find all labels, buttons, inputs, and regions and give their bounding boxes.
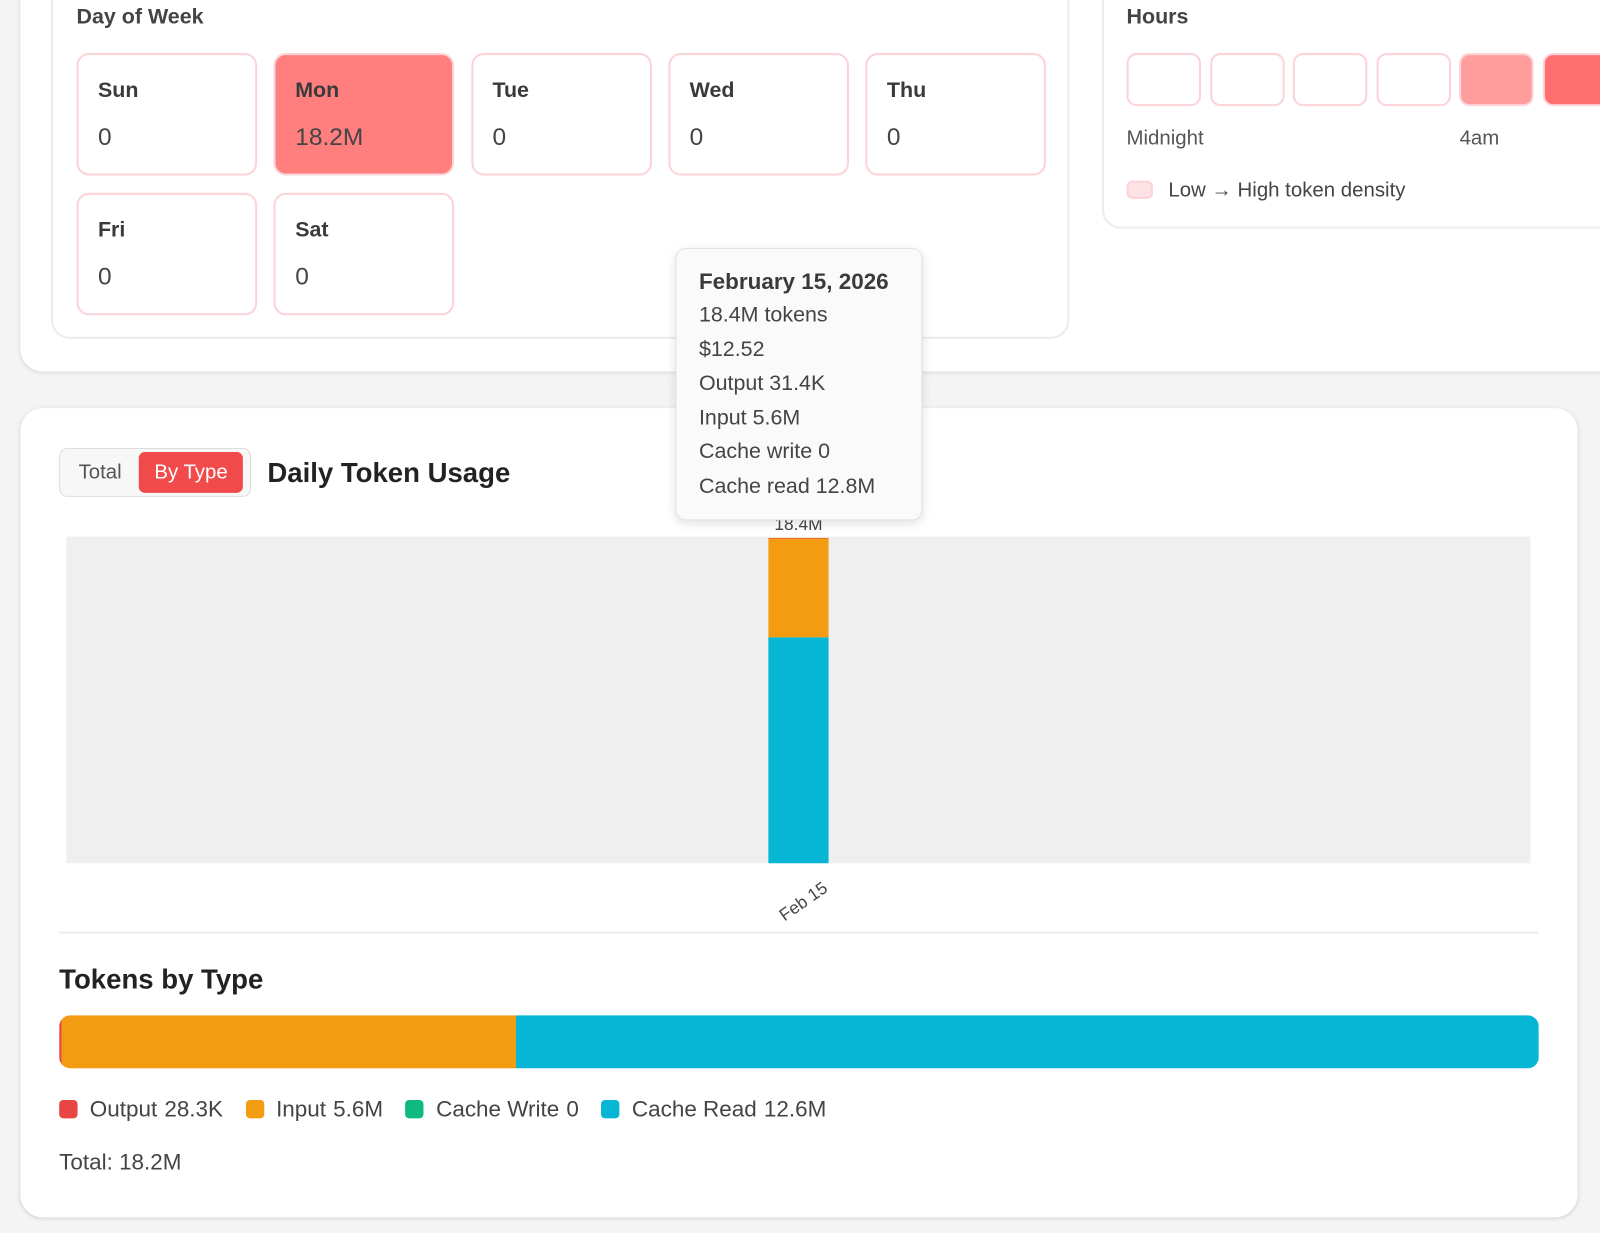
hour-cell xyxy=(1209,53,1285,107)
day-value: 0 xyxy=(97,123,112,152)
legend-value: 12.6M xyxy=(763,1095,827,1122)
day-of-week-card xyxy=(51,0,1070,339)
legend-value: 28.3K xyxy=(164,1095,224,1122)
tooltip-line: Cache write 0 xyxy=(698,440,830,464)
section-title: Hours xyxy=(1126,5,1189,29)
day-name: Wed xyxy=(689,78,735,103)
legend: Output 28.3K Input 5.6M Cache Write 0 Cache Re… xyxy=(59,1096,826,1123)
tooltip xyxy=(675,247,923,521)
hour-label: 4am xyxy=(1459,127,1500,150)
bar-segment xyxy=(768,538,829,638)
day-value: 0 xyxy=(295,263,309,291)
x-tick-label: Feb 15 xyxy=(775,878,831,925)
day-name: Fri xyxy=(97,218,126,242)
legend-name: Cache Write xyxy=(436,1095,560,1122)
hour-label: Midnight xyxy=(1126,127,1204,150)
chart-title: Daily Token Usage xyxy=(267,457,511,489)
section-title: Day of Week xyxy=(76,5,204,29)
legend-swatch xyxy=(245,1099,264,1119)
day-value: 0 xyxy=(689,123,704,152)
toggle-option[interactable]: By Type xyxy=(139,452,244,493)
view-toggle: Total By Type xyxy=(59,447,252,497)
legend-name: Output xyxy=(89,1095,158,1122)
day-cell xyxy=(76,192,258,316)
legend-swatch xyxy=(1126,180,1154,199)
tooltip-line: 18.4M tokens xyxy=(698,303,828,327)
hour-cell xyxy=(1542,53,1600,107)
type-segment xyxy=(516,1015,1539,1069)
day-name: Tue xyxy=(492,78,529,103)
tooltip-line: Output 31.4K xyxy=(698,371,826,396)
type-segment xyxy=(61,1015,517,1069)
legend-swatch xyxy=(405,1099,424,1119)
hour-cell xyxy=(1126,53,1202,107)
toggle-option[interactable]: Total xyxy=(78,461,122,484)
day-value: 18.2M xyxy=(295,123,364,152)
legend-swatch xyxy=(601,1099,620,1119)
day-name: Mon xyxy=(295,78,340,103)
legend-value: 5.6M xyxy=(333,1095,384,1122)
day-value: 0 xyxy=(97,263,112,291)
day-cell xyxy=(273,53,455,176)
legend-swatch xyxy=(59,1099,78,1119)
tooltip-title: February 15, 2026 xyxy=(698,268,889,294)
legend-text: Low → High token density xyxy=(1168,179,1406,202)
legend-item: Output 28.3K xyxy=(59,1096,223,1123)
day-cell xyxy=(273,192,455,316)
hours-card xyxy=(1102,0,1600,229)
type-segment xyxy=(59,1015,62,1069)
legend-name: Cache Read xyxy=(631,1095,757,1122)
legend-value: 0 xyxy=(566,1095,579,1122)
total-text: Total: 18.2M xyxy=(59,1148,182,1175)
bar-segment xyxy=(768,637,829,864)
day-cell xyxy=(76,53,258,176)
legend-name: Input xyxy=(276,1095,327,1122)
hour-cell xyxy=(1459,53,1535,107)
tooltip-line: Input 5.6M xyxy=(698,405,801,430)
hour-cell xyxy=(1376,53,1451,107)
legend-item: Cache Write 0 xyxy=(405,1095,579,1123)
day-name: Sun xyxy=(97,78,139,103)
day-cell xyxy=(865,53,1047,176)
tooltip-line: $12.52 xyxy=(698,337,765,361)
day-cell xyxy=(471,53,652,176)
stacked-bar xyxy=(59,1015,1539,1069)
day-value: 0 xyxy=(886,123,901,152)
day-name: Sat xyxy=(295,218,329,242)
bar-segment xyxy=(768,537,829,539)
day-name: Thu xyxy=(886,78,927,103)
tooltip-line: Cache read 12.8M xyxy=(698,474,876,498)
legend-item: Cache Read 12.6M xyxy=(601,1096,826,1123)
day-value: 0 xyxy=(492,123,507,152)
legend-item: Input 5.6M xyxy=(245,1096,383,1123)
day-cell xyxy=(668,53,849,176)
hour-cell xyxy=(1293,53,1368,107)
section-title: Tokens by Type xyxy=(59,963,264,995)
